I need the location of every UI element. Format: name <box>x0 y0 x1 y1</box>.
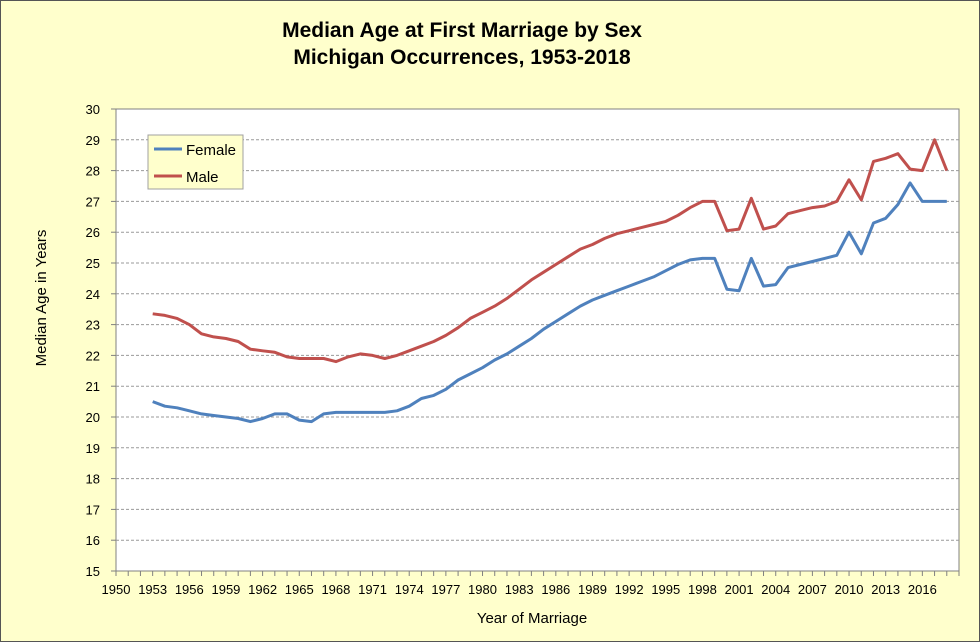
legend-label-female: Female <box>186 142 236 159</box>
series-lines <box>152 138 949 424</box>
plot-area <box>115 108 960 572</box>
x-tick-label: 2007 <box>798 582 827 597</box>
legend-label-male: Male <box>186 169 219 186</box>
y-tick-label: 21 <box>86 379 100 394</box>
y-tick-label: 16 <box>86 533 100 548</box>
x-tick-label: 1986 <box>541 582 570 597</box>
y-tick-label: 29 <box>86 133 100 148</box>
y-tick-label: 23 <box>86 318 100 333</box>
x-tick-label: 2004 <box>761 582 790 597</box>
x-tick-label: 1998 <box>688 582 717 597</box>
x-tick-label: 1989 <box>578 582 607 597</box>
y-tick-label: 18 <box>86 472 100 487</box>
y-tick-label: 22 <box>86 348 100 363</box>
y-tick-label: 15 <box>86 564 100 579</box>
x-tick-label: 1992 <box>615 582 644 597</box>
x-tick-label: 1974 <box>395 582 424 597</box>
y-tick-label: 28 <box>86 164 100 179</box>
series-line-male <box>152 138 949 364</box>
x-tick-label: 1983 <box>505 582 534 597</box>
x-tick-label: 1950 <box>102 582 131 597</box>
legend-box <box>147 134 244 190</box>
x-tick-label: 2001 <box>725 582 754 597</box>
y-tick-label: 30 <box>86 102 100 117</box>
y-tick-label: 25 <box>86 256 100 271</box>
y-tick-label: 19 <box>86 441 100 456</box>
x-tick-label: 1980 <box>468 582 497 597</box>
x-tick-label: 2010 <box>835 582 864 597</box>
x-tick-label: 1968 <box>321 582 350 597</box>
chart-title-line-2: Michigan Occurrences, 1953-2018 <box>293 46 631 69</box>
chart-title-line-1: Median Age at First Marriage by Sex <box>282 19 642 42</box>
series-line-female <box>152 181 947 424</box>
legend: Female Male <box>147 134 244 190</box>
y-axis-title: Median Age in Years <box>33 230 50 367</box>
x-tick-label: 1995 <box>651 582 680 597</box>
x-tick-label: 1962 <box>248 582 277 597</box>
x-tick-label: 1965 <box>285 582 314 597</box>
x-tick-label: 2013 <box>871 582 900 597</box>
y-tick-label: 27 <box>86 194 100 209</box>
x-tick-label: 2016 <box>908 582 937 597</box>
x-tick-label: 1956 <box>175 582 204 597</box>
x-tick-label: 1977 <box>431 582 460 597</box>
gridlines <box>116 139 959 541</box>
x-axis-title: Year of Marriage <box>477 610 587 627</box>
x-tick-label: 1953 <box>138 582 167 597</box>
x-tick-label: 1959 <box>211 582 240 597</box>
y-tick-label: 24 <box>86 287 100 302</box>
axes: 15 16 17 18 19 20 21 22 23 24 25 26 27 28 29 30 1950 1953… <box>86 102 960 597</box>
y-tick-label: 26 <box>86 225 100 240</box>
y-tick-label: 20 <box>86 410 100 425</box>
x-tick-label: 1971 <box>358 582 387 597</box>
y-tick-label: 17 <box>86 502 100 517</box>
